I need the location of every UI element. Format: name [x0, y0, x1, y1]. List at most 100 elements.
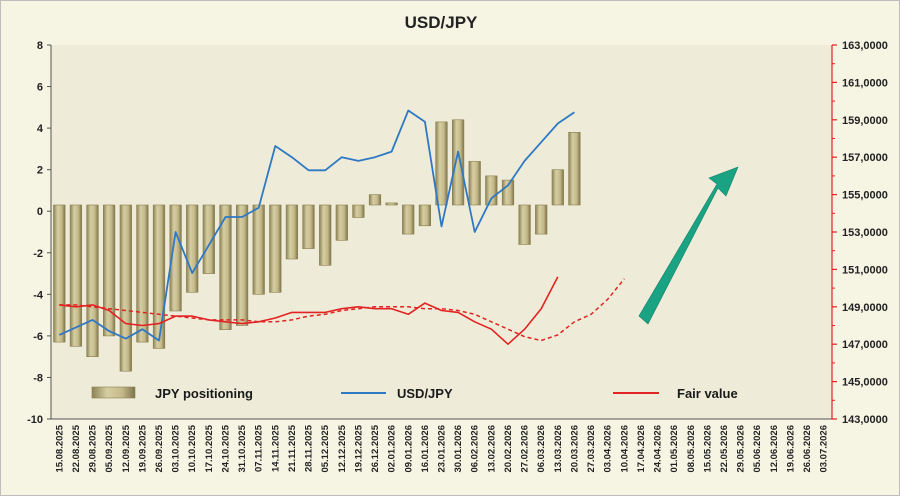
right-tick-label: 151,0000: [842, 264, 888, 276]
x-tick-label: 10.04.2026: [619, 425, 630, 473]
x-tick-label: 26.06.2026: [802, 425, 813, 473]
x-tick-label: 22.08.2025: [71, 424, 82, 472]
x-tick-label: 24.10.2025: [220, 424, 231, 472]
right-tick-label: 147,0000: [842, 339, 888, 351]
left-tick-label: -4: [33, 289, 44, 301]
x-tick-label: 03.04.2026: [603, 425, 614, 473]
bar-20.03.2026: [568, 132, 581, 206]
x-tick-label: 29.08.2025: [88, 424, 99, 472]
bar-07.11.2025: [252, 204, 265, 295]
bar-31.10.2025: [236, 204, 249, 326]
x-tick-label: 26.09.2025: [154, 424, 165, 472]
x-tick-label: 12.09.2025: [121, 424, 132, 472]
right-tick-label: 143,0000: [842, 414, 888, 426]
bar-26.12.2025: [368, 194, 382, 206]
x-tick-label: 29.05.2026: [736, 425, 747, 473]
line-usdjpy: [58, 109, 575, 342]
x-tick-label: 30.01.2026: [453, 425, 464, 473]
x-tick-label: 16.01.2026: [420, 425, 431, 473]
x-tick-label: 15.08.2025: [54, 424, 65, 472]
bar-series-jpy-positioning: [53, 119, 581, 372]
bar-14.11.2025: [269, 204, 282, 293]
x-tick-label: 19.06.2026: [785, 425, 796, 473]
x-tick-label: 07.11.2025: [254, 424, 265, 472]
left-tick-label: -2: [33, 248, 43, 260]
x-tick-label: 02.01.2026: [387, 425, 398, 473]
x-tick-label: 03.10.2025: [171, 424, 182, 472]
x-tick-label: 05.12.2025: [320, 424, 331, 472]
x-tick-label: 06.03.2026: [536, 425, 547, 473]
right-tick-label: 161,0000: [842, 77, 888, 89]
bar-05.12.2025: [319, 204, 332, 266]
left-tick-label: -6: [33, 331, 43, 343]
bar-19.12.2025: [352, 204, 365, 218]
legend: JPY positioning USD/JPY Fair value: [91, 386, 738, 401]
x-tick-label: 24.04.2026: [653, 425, 664, 473]
x-tick-label: 17.10.2025: [204, 424, 215, 472]
bar-12.09.2025: [119, 204, 132, 372]
x-axis: 15.08.2025 22.08.2025 29.08.2025 05.09.2025…: [51, 418, 832, 473]
x-tick-label: 22.05.2026: [719, 425, 730, 473]
x-tick-label: 15.05.2026: [702, 425, 713, 473]
plot-area: [51, 45, 832, 419]
bar-13.02.2026: [485, 175, 498, 206]
trend-arrow-shape: [638, 166, 739, 325]
x-tick-label: 27.03.2026: [586, 425, 597, 473]
bar-15.08.2025: [53, 204, 66, 343]
bar-27.02.2026: [518, 204, 531, 245]
x-tick-label: 21.11.2025: [287, 424, 298, 472]
bar-29.08.2025: [86, 204, 99, 357]
bar-02.01.2026: [385, 202, 398, 206]
right-axis: 163,0000 161,0000 159,0000 157,0000 155,0000…: [831, 40, 888, 426]
x-tick-label: 12.12.2025: [337, 424, 348, 472]
x-tick-label: 31.10.2025: [237, 424, 248, 472]
left-axis: 8 6 4 2 0 -2 -4 -6 -8 -10: [27, 40, 52, 426]
x-tick-label: 05.09.2025: [104, 424, 115, 472]
line-series-group: [58, 109, 625, 346]
right-tick-label: 155,0000: [842, 190, 888, 202]
right-tick-label: 145,0000: [842, 377, 888, 389]
x-tick-label: 17.04.2026: [636, 425, 647, 473]
x-tick-label: 20.03.2026: [569, 425, 580, 473]
left-tick-label: -10: [27, 414, 43, 426]
bar-30.01.2026: [451, 119, 465, 206]
bar-22.08.2025: [69, 204, 82, 347]
x-tick-label: 10.10.2025: [187, 424, 198, 472]
left-tick-label: 6: [37, 82, 43, 94]
trend-arrow-icon: [638, 166, 739, 325]
right-tick-label: 153,0000: [842, 227, 888, 239]
bar-09.01.2026: [402, 204, 415, 235]
bar-21.11.2025: [285, 204, 299, 260]
right-tick-label: 159,0000: [842, 115, 888, 127]
bar-16.01.2026: [418, 204, 432, 227]
line-fair-value-forecast: [59, 278, 625, 342]
bar-13.03.2026: [551, 169, 564, 206]
left-tick-label: 4: [37, 123, 44, 135]
bar-03.10.2025: [169, 204, 182, 312]
x-tick-label: 12.06.2026: [769, 425, 780, 473]
bar-17.10.2025: [202, 204, 215, 274]
x-tick-label: 06.02.2026: [470, 425, 481, 473]
x-tick-label: 09.01.2026: [403, 425, 414, 473]
x-tick-label: 05.06.2026: [752, 425, 763, 473]
x-tick-label: 19.09.2025: [137, 424, 148, 472]
x-tick-label: 14.11.2025: [270, 424, 281, 472]
bar-26.09.2025: [152, 204, 166, 349]
bar-24.10.2025: [219, 204, 232, 330]
chart-title: USD/JPY: [405, 13, 478, 32]
left-tick-label: 8: [37, 40, 43, 52]
bar-05.09.2025: [103, 204, 116, 337]
x-tick-label: 13.03.2026: [553, 425, 564, 473]
x-tick-label: 08.05.2026: [686, 425, 697, 473]
bar-06.02.2026: [468, 161, 481, 206]
legend-label-jpy-positioning: JPY positioning: [155, 386, 253, 401]
x-tick-label: 13.02.2026: [486, 425, 497, 473]
bar-10.10.2025: [186, 204, 199, 293]
x-tick-label: 20.02.2026: [503, 425, 514, 473]
x-tick-label: 01.05.2026: [669, 425, 680, 473]
x-tick-label: 23.01.2026: [437, 425, 448, 473]
legend-label-usdjpy: USD/JPY: [397, 386, 453, 401]
bar-20.02.2026: [501, 179, 515, 206]
